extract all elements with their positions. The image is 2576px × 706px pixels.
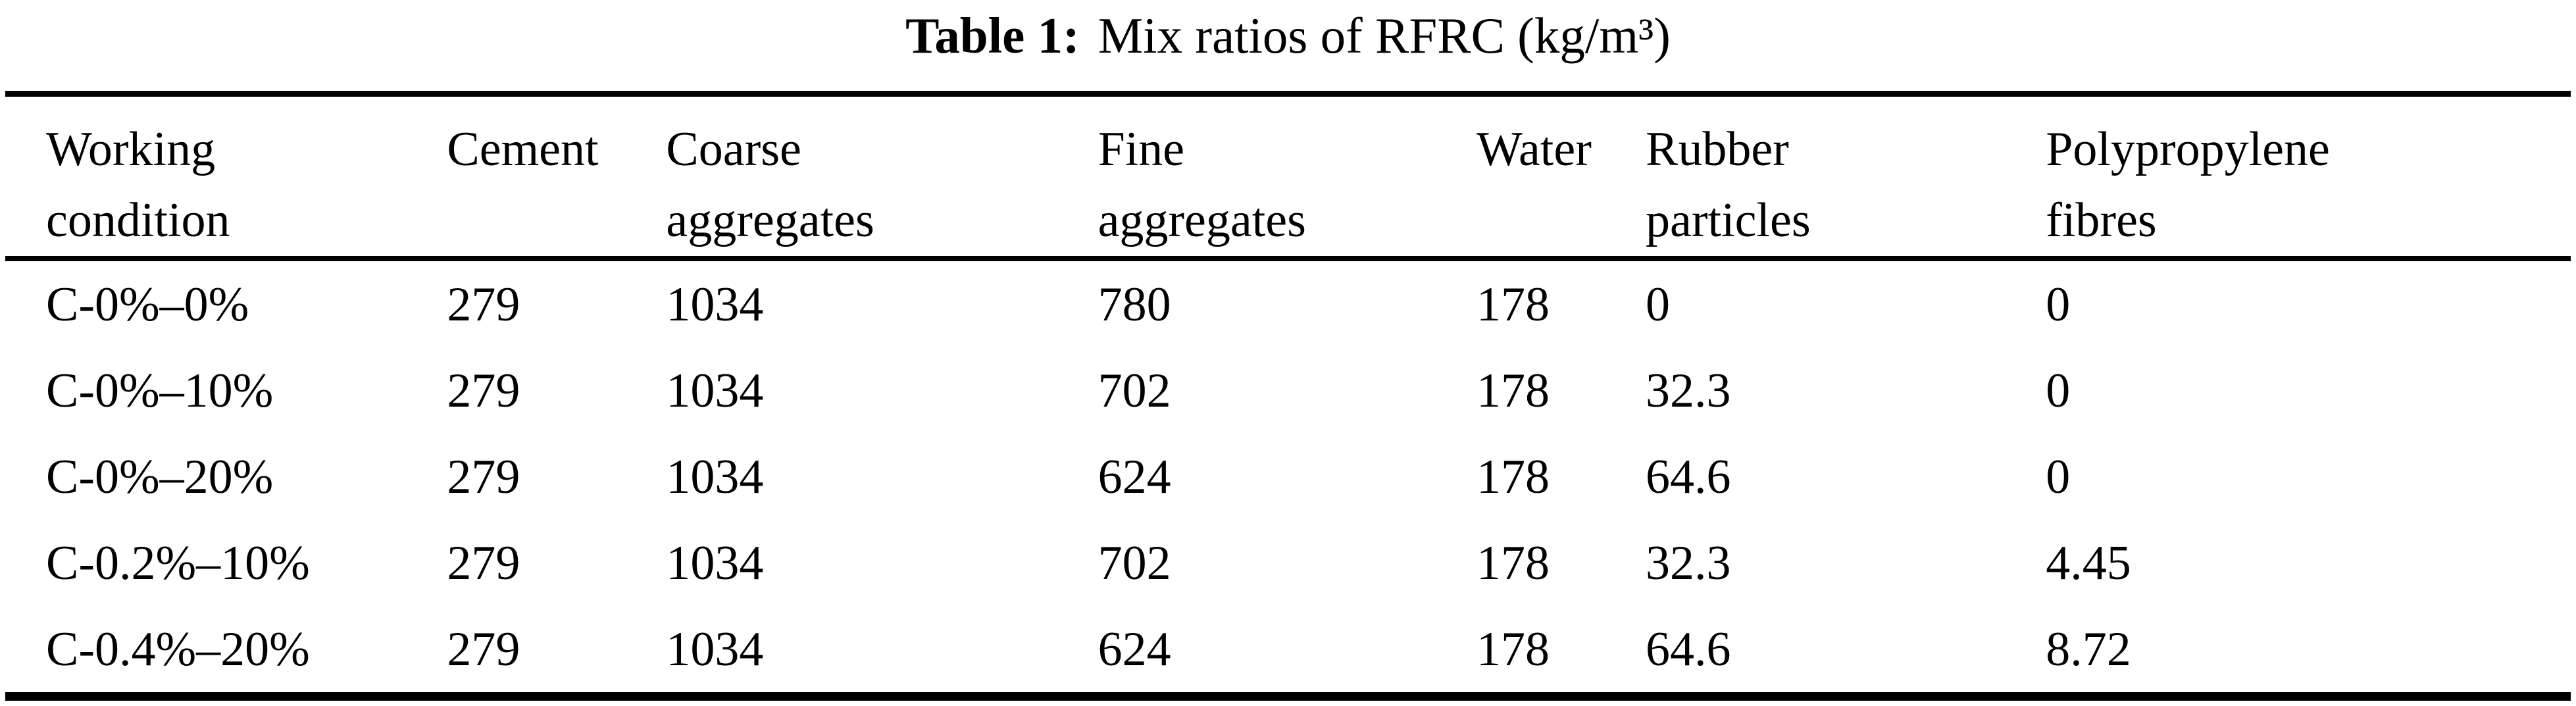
cell-working-condition: C-0.2%–10% — [46, 536, 310, 590]
col-header-rubber-particles: Rubber particles — [1645, 93, 2046, 261]
table-cell: 624 — [1098, 449, 1171, 504]
table-cell: 702 — [1098, 536, 1171, 590]
table-cell: 279 — [447, 536, 520, 590]
table-cell: 279 — [447, 277, 520, 332]
col-header-working-condition: Working condition — [5, 93, 447, 261]
header-row: Working condition Cement Coarse aggregat… — [5, 93, 2571, 261]
col-header-cement: Cement — [447, 93, 667, 261]
table-cell: 780 — [1098, 277, 1171, 332]
table-cell: 279 — [447, 449, 520, 504]
table-row: C-0%–20% 279 1034 624 178 64.6 0 — [5, 434, 2571, 520]
mix-ratios-table: Working condition Cement Coarse aggregat… — [5, 91, 2571, 701]
cell-working-condition: C-0.4%–20% — [46, 622, 310, 676]
table-row: C-0.4%–20% 279 1034 624 178 64.6 8.72 — [5, 606, 2571, 697]
table-cell: 1034 — [666, 449, 764, 504]
table-cell: 178 — [1477, 622, 1550, 676]
cell-working-condition: C-0%–20% — [46, 449, 274, 504]
table-cell: 32.3 — [1645, 363, 1731, 418]
col-header-water: Water — [1477, 93, 1646, 261]
table-cell: 0 — [1645, 277, 1670, 332]
col-header-coarse-aggregates: Coarse aggregates — [666, 93, 1098, 261]
table-cell: 64.6 — [1645, 449, 1731, 504]
table-cell: 279 — [447, 622, 520, 676]
table-cell: 178 — [1477, 277, 1550, 332]
table-cell: 0 — [2046, 449, 2071, 504]
table-cell: 0 — [2046, 277, 2071, 332]
table-cell: 1034 — [666, 536, 764, 590]
table-cell: 1034 — [666, 363, 764, 418]
table-cell: 624 — [1098, 622, 1171, 676]
table-cell: 279 — [447, 363, 520, 418]
table-cell: 178 — [1477, 363, 1550, 418]
table-cell: 64.6 — [1645, 622, 1731, 676]
col-header-polypropylene-fibres: Polypropylene fibres — [2046, 93, 2571, 261]
col-header-fine-aggregates: Fine aggregates — [1098, 93, 1477, 261]
cell-working-condition: C-0%–10% — [46, 363, 274, 418]
table-cell: 178 — [1477, 536, 1550, 590]
table-cell: 4.45 — [2046, 536, 2131, 590]
table-cell: 1034 — [666, 622, 764, 676]
table-cell: 8.72 — [2046, 622, 2131, 676]
table-caption: Table 1: Mix ratios of RFRC (kg/m³) — [0, 4, 2576, 67]
cell-working-condition: C-0%–0% — [46, 277, 249, 332]
table-cell: 32.3 — [1645, 536, 1731, 590]
table-cell: 0 — [2046, 363, 2071, 418]
table-caption-label: Table 1: — [905, 7, 1080, 64]
table-body: C-0%–0% 279 1034 780 178 0 0 C-0%–10% 279 1034 702… — [5, 259, 2571, 697]
table-row: C-0.2%–10% 279 1034 702 178 32.3 4.45 — [5, 520, 2571, 606]
table-cell: 178 — [1477, 449, 1550, 504]
table-row: C-0%–0% 279 1034 780 178 0 0 — [5, 259, 2571, 347]
table-container: Working condition Cement Coarse aggregat… — [5, 91, 2571, 701]
table-row: C-0%–10% 279 1034 702 178 32.3 0 — [5, 347, 2571, 434]
table-cell: 702 — [1098, 363, 1171, 418]
table-caption-text: Mix ratios of RFRC (kg/m³) — [1098, 7, 1671, 64]
table-cell: 1034 — [666, 277, 764, 332]
